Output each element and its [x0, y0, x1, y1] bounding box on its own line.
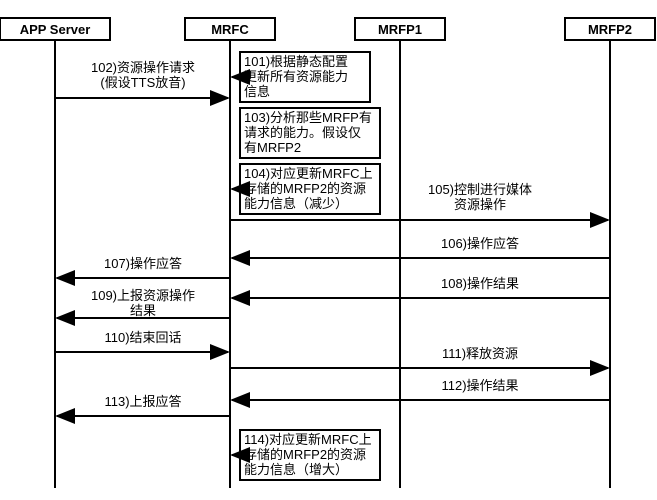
message-label: 109)上报资源操作	[91, 288, 195, 303]
note-text: 114)对应更新MRFC上	[244, 432, 372, 447]
note-text: 信息	[244, 84, 270, 99]
note-text: 更新所有资源能力	[244, 69, 348, 84]
note-text: 存储的MRFP2的资源	[244, 447, 366, 462]
message-label: 结果	[130, 303, 156, 318]
note-text: 103)分析那些MRFP有	[244, 110, 372, 125]
message-label: 102)资源操作请求	[91, 60, 195, 75]
note-text: 有MRFP2	[244, 140, 301, 155]
message-label: 105)控制进行媒体	[428, 182, 532, 197]
message-label: 资源操作	[454, 197, 506, 212]
message-label: 110)结束回话	[104, 330, 181, 345]
message-label: 111)释放资源	[442, 346, 518, 361]
lifeline-label-mrfc: MRFC	[211, 22, 249, 37]
message-label: 106)操作应答	[441, 236, 519, 251]
message-label: 108)操作结果	[441, 276, 519, 291]
note-text: 能力信息（减少）	[244, 196, 348, 211]
note-text: 能力信息（增大）	[244, 462, 348, 477]
sequence-diagram: APP Server MRFC MRFP1 MRFP2 101)根据静态配置更新所有资…	[0, 0, 657, 500]
lifeline-label-mrfp1: MRFP1	[378, 22, 422, 37]
note-text: 101)根据静态配置	[244, 54, 348, 69]
message-label: 113)上报应答	[104, 394, 181, 409]
message-label: (假设TTS放音)	[100, 75, 185, 90]
note-text: 请求的能力。假设仅	[244, 125, 361, 140]
self-notes: 101)根据静态配置更新所有资源能力信息 103)分析那些MRFP有请求的能力。假…	[232, 52, 380, 480]
message-label: 112)操作结果	[441, 378, 518, 393]
message-label: 107)操作应答	[104, 256, 182, 271]
note-text: 存储的MRFP2的资源	[244, 181, 366, 196]
note-text: 104)对应更新MRFC上	[244, 166, 373, 181]
lifeline-label-app: APP Server	[20, 22, 91, 37]
lifeline-label-mrfp2: MRFP2	[588, 22, 632, 37]
